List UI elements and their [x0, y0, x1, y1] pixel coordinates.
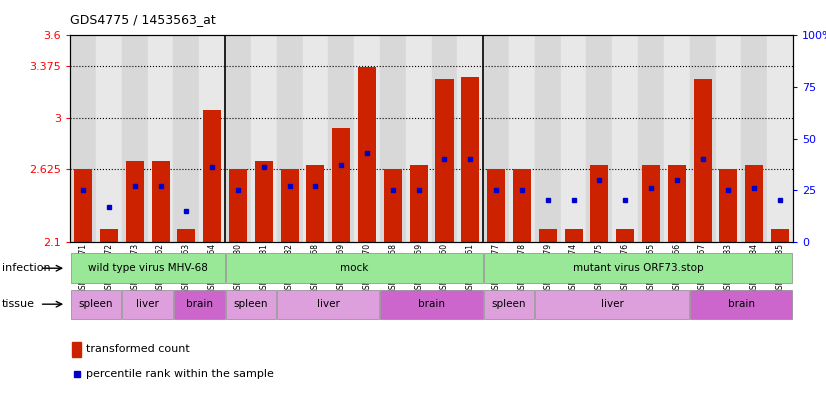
Text: percentile rank within the sample: percentile rank within the sample — [86, 369, 273, 379]
Bar — [73, 342, 81, 357]
Bar — [586, 35, 612, 242]
Bar — [384, 169, 402, 242]
Text: spleen: spleen — [78, 299, 113, 309]
Text: transformed count: transformed count — [86, 344, 190, 354]
Bar — [332, 127, 350, 242]
Bar — [410, 165, 428, 242]
Bar — [203, 110, 221, 242]
Bar — [174, 290, 225, 319]
Bar — [96, 35, 122, 242]
Text: tissue: tissue — [2, 299, 35, 309]
Bar — [70, 35, 96, 242]
Bar — [122, 35, 148, 242]
Bar — [539, 229, 557, 242]
Bar — [173, 35, 199, 242]
Bar — [151, 160, 169, 242]
Text: brain: brain — [728, 299, 755, 309]
Text: liver: liver — [136, 299, 159, 309]
Bar — [277, 35, 302, 242]
Bar — [564, 229, 582, 242]
Text: mutant virus ORF73.stop: mutant virus ORF73.stop — [572, 263, 704, 273]
Bar — [199, 35, 225, 242]
Bar — [254, 160, 273, 242]
Bar — [225, 253, 482, 283]
Bar — [561, 35, 586, 242]
Bar — [612, 35, 638, 242]
Bar — [767, 35, 793, 242]
Text: brain: brain — [186, 299, 213, 309]
Bar — [458, 35, 483, 242]
Bar — [616, 229, 634, 242]
Bar — [354, 35, 380, 242]
Bar — [771, 229, 789, 242]
Bar — [381, 290, 482, 319]
Text: GDS4775 / 1453563_at: GDS4775 / 1453563_at — [70, 13, 216, 26]
Bar — [715, 35, 741, 242]
Bar — [591, 165, 609, 242]
Text: spleen: spleen — [491, 299, 526, 309]
Bar — [126, 160, 144, 242]
Bar — [225, 290, 276, 319]
Bar — [178, 229, 196, 242]
Bar — [380, 35, 406, 242]
Text: liver: liver — [601, 299, 624, 309]
Bar — [278, 290, 379, 319]
Text: spleen: spleen — [234, 299, 268, 309]
Text: wild type virus MHV-68: wild type virus MHV-68 — [88, 263, 207, 273]
Bar — [229, 169, 247, 242]
Bar — [690, 35, 715, 242]
Bar — [741, 35, 767, 242]
Bar — [100, 229, 118, 242]
Text: mock: mock — [340, 263, 368, 273]
Bar — [329, 35, 354, 242]
Bar — [535, 35, 561, 242]
Bar — [406, 35, 431, 242]
Bar — [535, 290, 689, 319]
Bar — [225, 35, 251, 242]
Bar — [487, 169, 506, 242]
Bar — [71, 253, 225, 283]
Bar — [431, 35, 458, 242]
Bar — [358, 67, 376, 242]
Bar — [484, 253, 792, 283]
Text: brain: brain — [418, 299, 445, 309]
Bar — [281, 169, 299, 242]
Bar — [71, 290, 121, 319]
Bar — [638, 35, 664, 242]
Bar — [483, 35, 509, 242]
Bar — [306, 165, 325, 242]
Bar — [694, 79, 712, 242]
Bar — [74, 169, 93, 242]
Bar — [484, 290, 534, 319]
Text: liver: liver — [317, 299, 339, 309]
Text: infection: infection — [2, 263, 50, 273]
Bar — [691, 290, 792, 319]
Bar — [513, 169, 531, 242]
Bar — [435, 79, 453, 242]
Bar — [667, 165, 686, 242]
Bar — [509, 35, 535, 242]
Bar — [642, 165, 660, 242]
Bar — [664, 35, 690, 242]
Bar — [122, 290, 173, 319]
Bar — [719, 169, 738, 242]
Bar — [148, 35, 173, 242]
Bar — [745, 165, 763, 242]
Bar — [461, 77, 479, 242]
Bar — [302, 35, 329, 242]
Bar — [251, 35, 277, 242]
